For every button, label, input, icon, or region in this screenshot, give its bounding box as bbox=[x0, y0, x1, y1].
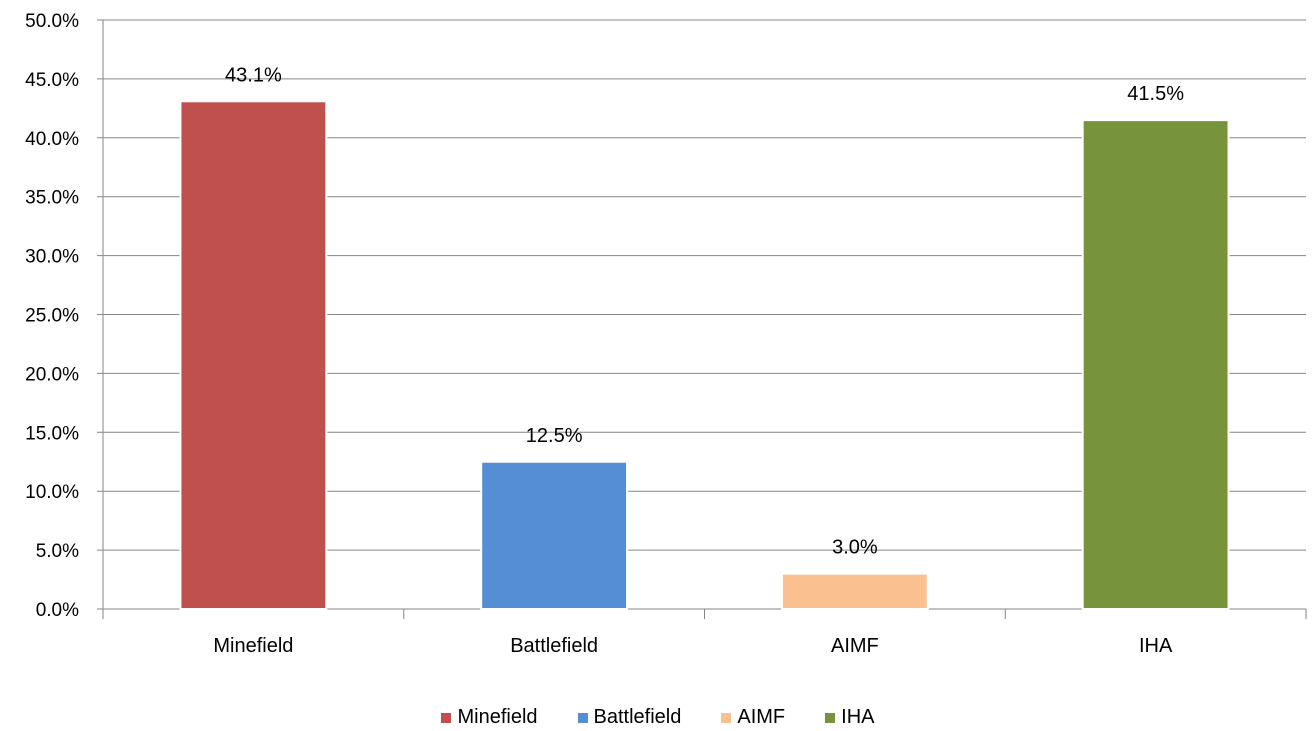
bar-iha bbox=[1081, 119, 1230, 610]
legend-swatch bbox=[441, 712, 452, 723]
y-tick-label: 20.0% bbox=[25, 364, 79, 385]
x-category-label: IHA bbox=[1139, 635, 1173, 657]
y-tick-label: 45.0% bbox=[25, 70, 79, 91]
legend-item-battlefield: Battlefield bbox=[577, 706, 682, 729]
data-labels: 43.1% 12.5% 3.0% 41.5% bbox=[225, 64, 1184, 558]
data-label: 43.1% bbox=[225, 64, 282, 86]
legend-label: IHA bbox=[841, 706, 875, 728]
legend-swatch bbox=[721, 712, 732, 723]
bars bbox=[179, 100, 1230, 610]
bar-chart: 0.0% 5.0% 10.0% 15.0% 20.0% 25.0% 30.0% 35.0% 40… bbox=[25, 11, 1307, 657]
y-tick-label: 10.0% bbox=[25, 482, 79, 503]
legend-label: AIMF bbox=[737, 706, 786, 728]
bar-battlefield bbox=[480, 460, 629, 610]
y-tick-label: 25.0% bbox=[25, 306, 79, 327]
legend-item-aimf: AIMF bbox=[721, 706, 785, 729]
y-tick-label: 5.0% bbox=[36, 541, 79, 562]
x-category-label: Battlefield bbox=[510, 635, 598, 657]
legend-swatch bbox=[825, 712, 836, 723]
bar-aimf bbox=[780, 572, 929, 610]
y-tick-label: 35.0% bbox=[25, 188, 79, 209]
x-category-label: Minefield bbox=[213, 635, 293, 657]
data-label: 41.5% bbox=[1127, 83, 1184, 105]
y-tick-label: 15.0% bbox=[25, 423, 79, 444]
legend-label: Minefield bbox=[457, 706, 538, 728]
y-axis-ticks: 0.0% 5.0% 10.0% 15.0% 20.0% 25.0% 30.0% 35.0% 40… bbox=[25, 11, 79, 621]
y-tick-label: 50.0% bbox=[25, 11, 79, 32]
y-tick-label: 0.0% bbox=[36, 600, 79, 621]
legend-label: Battlefield bbox=[593, 706, 682, 728]
y-tick-label: 30.0% bbox=[25, 247, 79, 268]
legend-item-iha: IHA bbox=[825, 706, 875, 729]
data-label: 12.5% bbox=[526, 425, 583, 447]
bar-minefield bbox=[179, 100, 328, 610]
x-axis: Minefield Battlefield AIMF IHA bbox=[213, 609, 1307, 657]
y-tick-label: 40.0% bbox=[25, 129, 79, 150]
legend-swatch bbox=[577, 712, 588, 723]
x-category-label: AIMF bbox=[831, 635, 879, 657]
data-label: 3.0% bbox=[832, 537, 878, 559]
legend: Minefield Battlefield AIMF IHA bbox=[0, 706, 1316, 729]
legend-item-minefield: Minefield bbox=[441, 706, 538, 729]
